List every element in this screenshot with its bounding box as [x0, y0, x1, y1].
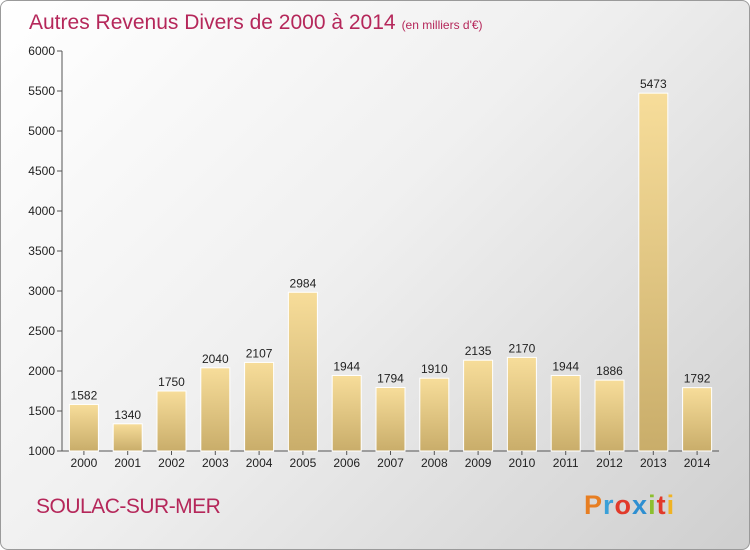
logo-letter: t	[656, 490, 667, 520]
logo-letter: P	[584, 490, 604, 520]
commune-name: SOULAC-SUR-MER	[36, 495, 221, 518]
data-label: 1582	[71, 388, 98, 402]
y-tick-label: 5500	[28, 84, 55, 98]
x-tick-label: 2010	[509, 456, 536, 470]
x-tick-label: 2002	[158, 456, 185, 470]
logo-letter: r	[603, 490, 615, 520]
data-label: 2135	[465, 344, 492, 358]
bar	[112, 423, 143, 452]
bar	[68, 403, 99, 452]
data-label: 2040	[202, 352, 229, 366]
x-tick-label: 2006	[333, 456, 360, 470]
y-tick-label: 2500	[28, 324, 55, 338]
x-tick-label: 2003	[202, 456, 229, 470]
bar	[419, 377, 450, 452]
logo-letter: i	[666, 490, 676, 520]
bar	[331, 374, 362, 452]
y-tick-label: 4000	[28, 204, 55, 218]
x-tick-label: 2011	[553, 456, 579, 470]
bar	[638, 92, 669, 452]
y-tick-label: 3000	[28, 284, 55, 298]
data-label: 5473	[640, 77, 667, 91]
chart-title: Autres Revenus Divers de 2000 à 2014 (en …	[29, 11, 483, 35]
bar	[244, 361, 275, 452]
y-tick-label: 2000	[28, 364, 55, 378]
chart-subtitle: (en milliers d'€)	[401, 18, 483, 32]
x-tick-label: 2007	[377, 456, 404, 470]
y-tick-label: 6000	[28, 44, 55, 58]
data-label: 2984	[290, 276, 317, 290]
bar	[375, 386, 406, 452]
data-label: 1340	[114, 408, 141, 422]
data-label: 1944	[333, 359, 360, 373]
bar	[156, 390, 187, 452]
chart-title-text: Autres Revenus Divers de 2000 à 2014	[29, 11, 396, 34]
bar	[550, 374, 581, 452]
x-tick-label: 2009	[465, 456, 492, 470]
bar	[200, 367, 231, 452]
data-label: 1910	[421, 362, 448, 376]
data-label: 2107	[246, 346, 273, 360]
logo-letter: i	[648, 490, 657, 520]
x-tick-label: 2012	[596, 456, 623, 470]
y-tick-label: 1000	[28, 444, 55, 458]
y-tick-label: 3500	[28, 244, 55, 258]
bar	[594, 379, 625, 452]
x-tick-label: 2004	[246, 456, 273, 470]
y-tick-label: 1500	[28, 404, 55, 418]
y-tick-label: 5000	[28, 124, 55, 138]
x-tick-label: 2013	[640, 456, 667, 470]
data-label: 2170	[509, 341, 536, 355]
bar	[463, 359, 494, 452]
data-label: 1944	[552, 359, 579, 373]
data-label: 1794	[377, 371, 404, 385]
data-label: 1750	[158, 375, 185, 389]
x-tick-label: 2008	[421, 456, 448, 470]
bar	[287, 291, 318, 452]
x-tick-label: 2005	[290, 456, 317, 470]
bar	[682, 387, 713, 452]
x-tick-label: 2014	[684, 456, 711, 470]
logo-letter: x	[632, 490, 649, 520]
data-label: 1792	[684, 372, 711, 386]
proxiti-logo: Proxiti	[584, 490, 675, 521]
logo-letter: o	[614, 490, 633, 520]
x-tick-label: 2001	[114, 456, 141, 470]
data-label: 1886	[596, 364, 623, 378]
bar	[506, 356, 537, 452]
x-tick-label: 2000	[71, 456, 98, 470]
y-tick-label: 4500	[28, 164, 55, 178]
